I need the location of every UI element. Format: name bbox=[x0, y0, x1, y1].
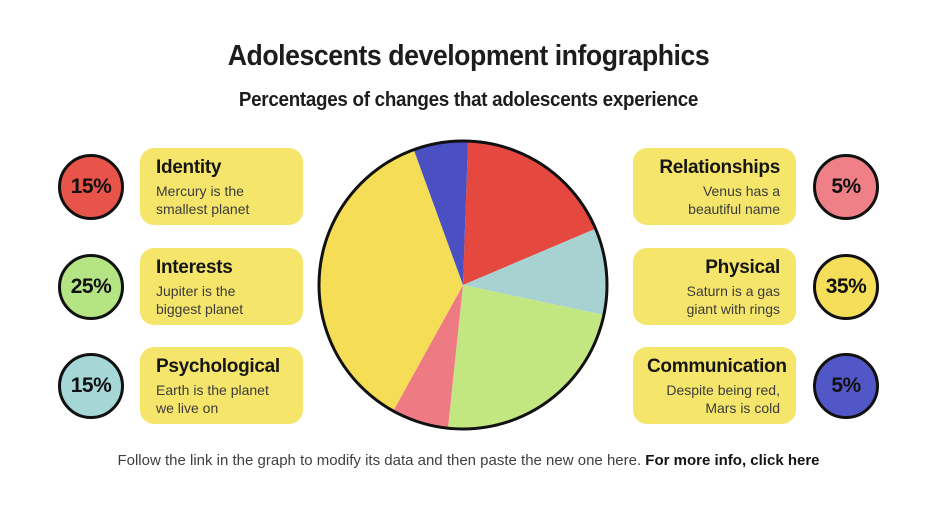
label-box-psychological: Psychological Earth is the planet we liv… bbox=[140, 347, 303, 424]
pie-outline bbox=[317, 139, 609, 431]
label-box-interests: Interests Jupiter is the biggest planet bbox=[140, 248, 303, 325]
percentage-badge-relationships: 5% bbox=[813, 154, 879, 220]
percentage-badge-communication: 5% bbox=[813, 353, 879, 419]
card-body-physical: Saturn is a gas giant with rings bbox=[686, 283, 780, 318]
card-heading-psychological: Psychological bbox=[156, 356, 280, 377]
card-heading-identity: Identity bbox=[156, 157, 222, 178]
pie-slice-physical bbox=[318, 149, 463, 411]
card-body-relationships: Venus has a beautiful name bbox=[688, 183, 780, 218]
card-body-psychological: Earth is the planet we live on bbox=[156, 382, 269, 417]
percentage-badge-physical: 35% bbox=[813, 254, 879, 320]
card-heading-physical: Physical bbox=[705, 257, 780, 278]
pie-slice-relationships bbox=[393, 285, 463, 429]
card-body-communication: Despite being red, Mars is cold bbox=[666, 382, 780, 417]
page-subtitle: Percentages of changes that adolescents … bbox=[238, 89, 699, 111]
more-info-link[interactable]: For more info, click here bbox=[645, 452, 820, 469]
footer-note: Follow the link in the graph to modify i… bbox=[0, 452, 937, 469]
label-box-relationships: Relationships Venus has a beautiful name bbox=[633, 148, 796, 225]
percentage-badge-identity: 15% bbox=[58, 154, 124, 220]
label-box-identity: Identity Mercury is the smallest planet bbox=[140, 148, 303, 225]
page-title: Adolescents development infographics bbox=[227, 40, 710, 72]
card-body-interests: Jupiter is the biggest planet bbox=[156, 283, 244, 318]
card-body-identity: Mercury is the smallest planet bbox=[156, 183, 250, 218]
pie-slice-interests bbox=[447, 285, 604, 429]
card-heading-interests: Interests bbox=[156, 257, 233, 278]
card-heading-relationships: Relationships bbox=[659, 157, 780, 178]
pie-slice-psychological bbox=[463, 228, 607, 315]
pie-slice-communication bbox=[413, 141, 469, 285]
pie-slice-identity bbox=[463, 141, 596, 285]
pie-chart[interactable] bbox=[313, 135, 613, 435]
label-box-communication: Communication Despite being red, Mars is… bbox=[633, 347, 796, 424]
card-heading-communication: Communication bbox=[647, 356, 787, 377]
label-box-physical: Physical Saturn is a gas giant with ring… bbox=[633, 248, 796, 325]
footer-note-text: Follow the link in the graph to modify i… bbox=[117, 452, 646, 469]
percentage-badge-psychological: 15% bbox=[58, 353, 124, 419]
percentage-badge-interests: 25% bbox=[58, 254, 124, 320]
